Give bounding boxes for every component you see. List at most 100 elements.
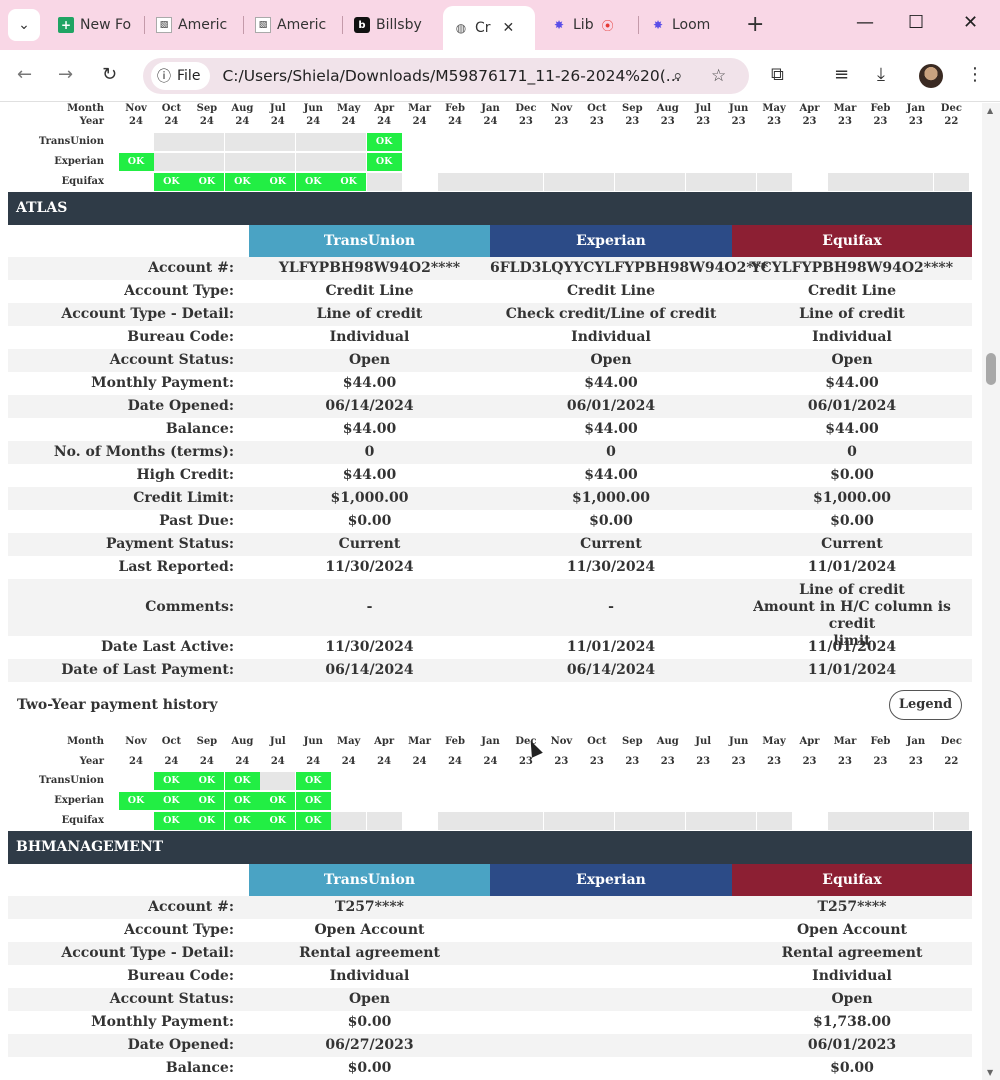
bookmark-star-icon[interactable]: ☆	[711, 66, 727, 86]
year-cell: 23	[767, 116, 782, 127]
history-ok-cell: OK	[224, 812, 260, 830]
month-cell: Jan	[906, 103, 926, 114]
browser-tab[interactable]: + New Fo	[48, 8, 144, 42]
legend-button[interactable]: Legend	[889, 690, 962, 720]
field-value: -	[366, 599, 373, 615]
year-cell: 22	[944, 756, 959, 767]
history-empty-cell	[437, 173, 473, 191]
account-field-row: Date Opened: 06/14/2024 06/01/2024 06/01/20…	[8, 395, 972, 418]
history-empty-cell	[862, 173, 898, 191]
url-text[interactable]: C:/Users/Shiela/Downloads/M59876171_11-2…	[222, 67, 681, 85]
account-field-row: Credit Limit: $1,000.00 $1,000.00 $1,000.00	[8, 487, 972, 510]
browser-tab[interactable]: ▧ Americ	[245, 8, 341, 42]
bureau-header-equifax: Equifax	[732, 864, 972, 896]
scroll-down-icon[interactable]: ▼	[987, 1068, 994, 1077]
history-empty-cell	[402, 792, 437, 810]
month-cell: Dec	[940, 736, 962, 747]
tab-search-button[interactable]: ⌄	[8, 9, 40, 41]
field-label: Account #:	[148, 899, 234, 915]
browser-tab[interactable]: ✸ Lib ⦿	[541, 8, 637, 42]
history-empty-cell	[898, 133, 933, 151]
page-scrollbar[interactable]: ▲ ▼	[982, 103, 1000, 1080]
history-empty-cell	[544, 792, 579, 810]
chevron-down-icon: ⌄	[18, 17, 30, 33]
extensions-icon[interactable]: ⧉	[771, 64, 784, 85]
field-value: 06/14/2024	[325, 662, 414, 678]
history-empty-cell	[933, 173, 969, 191]
field-label: Last Reported:	[118, 559, 234, 575]
file-chip-label: File	[177, 68, 201, 84]
maximize-icon[interactable]: ☐	[908, 12, 925, 33]
month-cell: Jan	[481, 103, 500, 114]
history-empty-cell	[473, 792, 508, 810]
history-empty-cell	[757, 792, 792, 810]
bureau-header-experian: Experian	[490, 225, 732, 257]
history-empty-cell	[366, 173, 402, 191]
history-empty-cell	[650, 792, 685, 810]
history-empty-cell	[579, 792, 614, 810]
year-cell: 23	[625, 116, 640, 127]
account-field-row: Comments: - - Line of credit Amount in H/C …	[8, 579, 972, 649]
account-field-row: Date of Last Payment: 06/14/2024 06/14/202…	[8, 659, 972, 682]
history-row-experian: Experian OK OK OK OK OK OK	[8, 791, 972, 811]
browser-tab[interactable]: ✸ Loom	[640, 8, 736, 42]
scroll-up-icon[interactable]: ▲	[987, 106, 994, 115]
history-empty-cell	[650, 173, 686, 191]
field-label: Credit Limit:	[133, 490, 234, 506]
menu-icon[interactable]: ⋮	[966, 64, 984, 85]
month-cell: Jul	[695, 103, 712, 114]
history-empty-cell	[438, 772, 473, 790]
media-controls-icon[interactable]: ≡	[834, 64, 850, 85]
field-value: Open	[831, 991, 873, 1007]
close-window-icon[interactable]: ✕	[963, 12, 979, 33]
tab-label: Cr	[475, 20, 491, 36]
profile-avatar[interactable]	[919, 64, 943, 88]
address-bar[interactable]: ⓘ File C:/Users/Shiela/Downloads/M598761…	[143, 58, 749, 94]
month-cell: Dec	[515, 736, 537, 747]
zoom-icon[interactable]: ⌕	[673, 66, 683, 86]
browser-tab-active[interactable]: ◍ Cr ✕	[443, 6, 535, 50]
browser-tab[interactable]: ▧ Americ	[146, 8, 242, 42]
field-value: 11/30/2024	[325, 639, 414, 655]
month-cell: Mar	[833, 736, 857, 747]
year-cell: 24	[341, 116, 356, 127]
history-empty-cell	[508, 173, 544, 191]
minimize-icon[interactable]: —	[856, 12, 874, 33]
browser-tab-bar: ⌄ + New Fo ▧ Americ ▧ Americ b Billsby ◍…	[0, 0, 1000, 50]
month-cell: Apr	[374, 103, 395, 114]
history-empty-cell	[756, 173, 792, 191]
history-ok-cell: OK	[118, 792, 154, 810]
forward-icon[interactable]: →	[58, 64, 74, 85]
field-value: Open	[348, 991, 391, 1007]
field-label: Payment Status:	[106, 536, 234, 552]
year-cell: 22	[944, 116, 959, 127]
scroll-thumb[interactable]	[986, 353, 996, 385]
history-empty-cell	[579, 153, 614, 171]
browser-tab[interactable]: b Billsby	[344, 8, 440, 42]
new-tab-icon[interactable]: +	[746, 12, 765, 37]
reload-icon[interactable]: ↻	[102, 64, 118, 85]
download-icon[interactable]: ⤓	[877, 64, 885, 85]
field-value: Line of credit Amount in H/C column is c…	[753, 582, 951, 649]
history-empty-cell	[119, 812, 154, 830]
account-field-row: Balance: $44.00 $44.00 $44.00	[8, 418, 972, 441]
history-empty-cell	[153, 153, 189, 171]
history-empty-cell	[757, 772, 792, 790]
month-cell: Nov	[550, 736, 573, 747]
account-field-row: Account Status: Open Open Open	[8, 349, 972, 372]
history-empty-cell	[331, 812, 367, 830]
tab-label: Loom	[672, 17, 711, 33]
close-tab-icon[interactable]: ✕	[502, 20, 515, 36]
history-empty-cell	[685, 173, 721, 191]
site-info-chip[interactable]: ⓘ File	[151, 62, 211, 90]
field-value: $1,738.00	[813, 1014, 891, 1030]
history-empty-cell	[402, 153, 437, 171]
history-empty-cell	[757, 153, 792, 171]
field-value: 06/01/2024	[807, 398, 897, 414]
year-cell: 24	[235, 756, 250, 767]
history-empty-cell	[402, 173, 437, 191]
year-cell: 23	[802, 116, 817, 127]
back-icon[interactable]: ←	[17, 64, 33, 85]
bureau-header-transunion: TransUnion	[249, 225, 490, 257]
bureau-label: Equifax	[61, 176, 104, 187]
